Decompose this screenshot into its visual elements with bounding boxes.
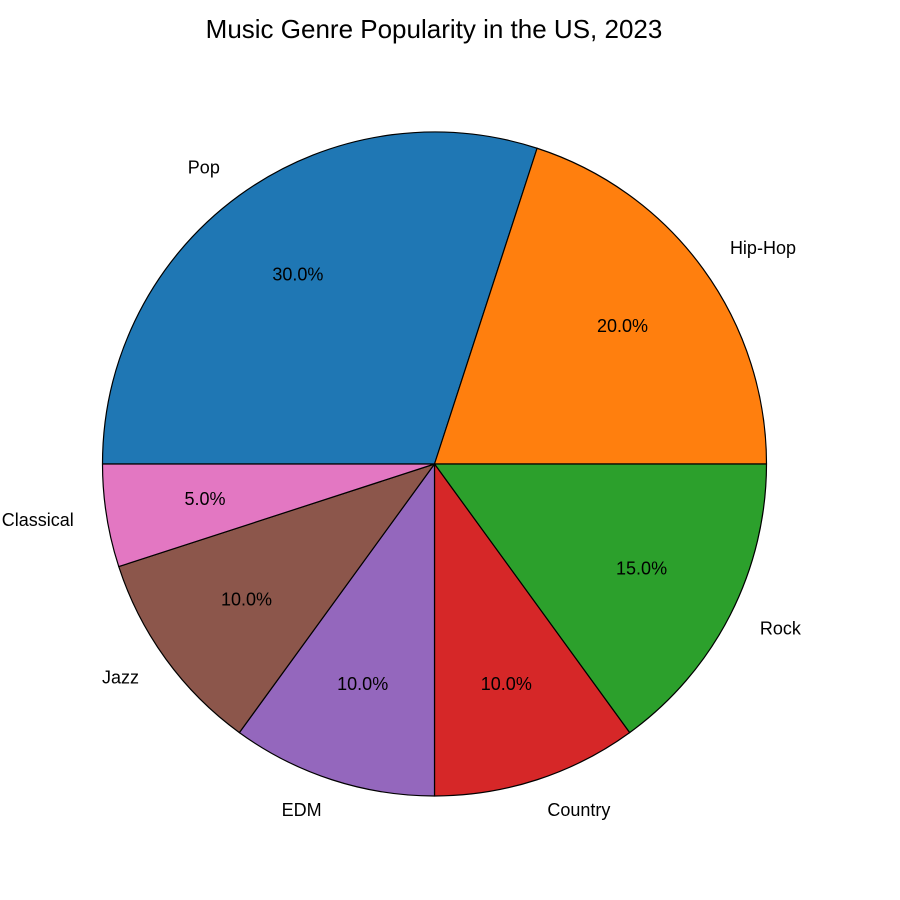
slice-label-rock: Rock [760, 619, 802, 639]
slice-pop [101, 131, 538, 465]
slice-jazz [118, 463, 436, 734]
slice-label-country: Country [547, 800, 610, 820]
chart-title: Music Genre Popularity in the US, 2023 [205, 14, 663, 44]
percent-label-classical: 5.0% [184, 489, 225, 509]
slice-country [433, 463, 631, 797]
slice-label-classical: Classical [2, 510, 74, 530]
percent-label-rock: 15.0% [616, 558, 667, 578]
slice-hip-hop [433, 147, 768, 465]
percent-label-edm: 10.0% [337, 674, 388, 694]
slice-label-hip-hop: Hip-Hop [730, 238, 796, 258]
percent-label-hip-hop: 20.0% [597, 316, 648, 336]
pie-slices [101, 131, 768, 797]
slice-label-pop: Pop [188, 157, 220, 177]
slice-label-edm: EDM [282, 800, 322, 820]
percent-label-pop: 30.0% [272, 265, 323, 285]
pie-labels: Pop 30.0% Hip-Hop 20.0% Rock 15.0% Country 10.0… [2, 157, 802, 820]
slice-rock [433, 463, 768, 734]
percent-label-jazz: 10.0% [221, 589, 272, 609]
slice-classical [101, 463, 436, 568]
percent-label-country: 10.0% [481, 674, 532, 694]
slice-edm [238, 463, 436, 797]
slice-label-jazz: Jazz [102, 667, 139, 687]
